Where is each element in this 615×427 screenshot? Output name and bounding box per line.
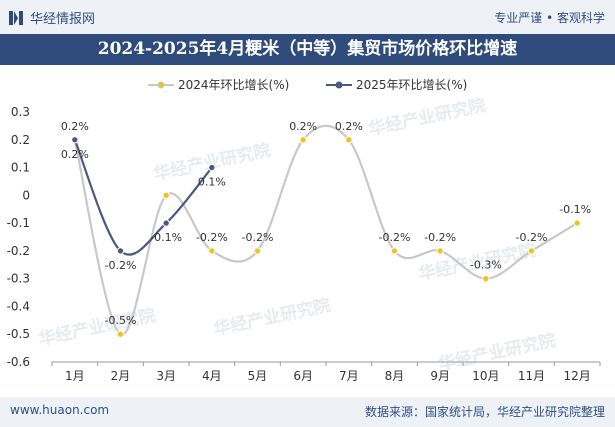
legend-marker (157, 81, 165, 89)
y-tick-label: -0.6 (7, 355, 30, 369)
x-tick-label: 4月 (202, 369, 222, 383)
x-tick-label: 2月 (111, 369, 131, 383)
data-source: 数据来源：国家统计局，华经产业研究院整理 (364, 405, 605, 419)
y-tick-label: -0.5 (7, 327, 30, 341)
data-point (162, 219, 170, 227)
y-tick-label: -0.4 (7, 299, 30, 313)
series-2025 (71, 136, 216, 256)
data-label: -0.1% (559, 203, 591, 216)
data-label: -0.2% (196, 231, 228, 244)
data-point (116, 330, 125, 338)
series-line (73, 124, 578, 336)
data-point (482, 274, 490, 283)
data-label: -0.2% (379, 231, 411, 244)
data-point (573, 219, 581, 227)
y-tick-label: 0.2 (11, 133, 30, 147)
data-point (299, 136, 307, 144)
x-tick-label: 12月 (564, 369, 591, 383)
top-bar: 华经情报网 专业严谨 • 客观科学 (0, 0, 615, 34)
data-point (390, 247, 399, 255)
legend-label: 2025年环比增长(%) (356, 78, 467, 92)
x-tick-label: 11月 (518, 369, 545, 383)
y-axis: 0.3 0.2 0.1 0 -0.1 -0.2 -0.3 -0.4 -0.5 -0.6 (7, 105, 30, 369)
series-2024 (71, 124, 581, 338)
x-tick-label: 9月 (430, 369, 450, 383)
footer: www.huaon.com 数据来源：国家统计局，华经产业研究院整理 (0, 397, 615, 427)
data-label: 0.2% (335, 120, 363, 133)
watermarks: 华经产业研究院华经产业研究院华经产业研究院华经产业研究院华经产业研究院华经产业研… (37, 95, 558, 375)
legend: 2024年环比增长(%) 2025年环比增长(%) (148, 78, 467, 92)
data-label: 0.1% (198, 176, 226, 189)
website-link[interactable]: www.huaon.com (10, 403, 110, 417)
watermark-text: 华经产业研究院 (367, 95, 488, 140)
data-label: 0.2% (289, 120, 317, 133)
x-tick-label: 5月 (248, 369, 268, 383)
legend-label: 2024年环比增长(%) (178, 78, 289, 92)
data-point (208, 247, 216, 255)
watermark-text: 华经产业研究院 (37, 305, 158, 350)
data-label: 0.2% (61, 148, 89, 161)
chart-title: 2024-2025年4月粳米（中等）集贸市场价格环比增速 (0, 34, 615, 65)
data-label: 0.2% (61, 120, 89, 133)
series-line (73, 139, 213, 256)
tagline: 专业严谨 • 客观科学 (494, 11, 605, 25)
brand-logo: 华经情报网 (8, 8, 95, 27)
watermark-text: 华经产业研究院 (212, 295, 333, 340)
data-point (162, 191, 170, 200)
y-tick-label: 0.3 (11, 105, 30, 119)
chart-area: 华经产业研究院华经产业研究院华经产业研究院华经产业研究院华经产业研究院华经产业研… (7, 78, 601, 383)
data-label: -0.2% (424, 231, 456, 244)
data-point (116, 247, 125, 255)
data-point (208, 163, 216, 172)
x-axis: 1月 2月 3月 4月 5月 6月 7月 8月 9月 10月 11月 12月 (51, 361, 601, 383)
x-tick-label: 3月 (156, 369, 176, 383)
y-tick-label: -0.2 (7, 244, 30, 258)
x-tick-label: 8月 (385, 369, 405, 383)
data-label: -0.2% (516, 231, 548, 244)
y-tick-label: 0 (22, 188, 30, 202)
data-label: -0.1% (150, 231, 182, 244)
brand-logo-icon (9, 10, 23, 25)
x-tick-label: 7月 (339, 369, 359, 383)
brand-name: 华经情报网 (30, 12, 96, 27)
data-label: -0.2% (242, 231, 274, 244)
series-layer (71, 124, 581, 338)
data-label: -0.5% (105, 314, 137, 327)
data-point (71, 136, 79, 144)
y-tick-label: 0.1 (11, 161, 30, 175)
y-tick-label: -0.3 (7, 272, 30, 286)
legend-marker (335, 81, 343, 89)
label-layer: 0.2% -0.5% -0.2% -0.2% 0.2% 0.2% -0.2% -0.2% -0.… (61, 120, 591, 327)
y-tick-label: -0.1 (7, 216, 30, 230)
x-tick-label: 1月 (65, 369, 85, 383)
data-point (345, 136, 353, 144)
data-point (436, 247, 444, 255)
x-tick-label: 6月 (293, 369, 313, 383)
x-tick-label: 10月 (472, 369, 499, 383)
data-label: -0.2% (105, 259, 137, 272)
data-point (253, 247, 262, 255)
data-point (527, 247, 536, 255)
data-label: -0.3% (470, 259, 502, 272)
